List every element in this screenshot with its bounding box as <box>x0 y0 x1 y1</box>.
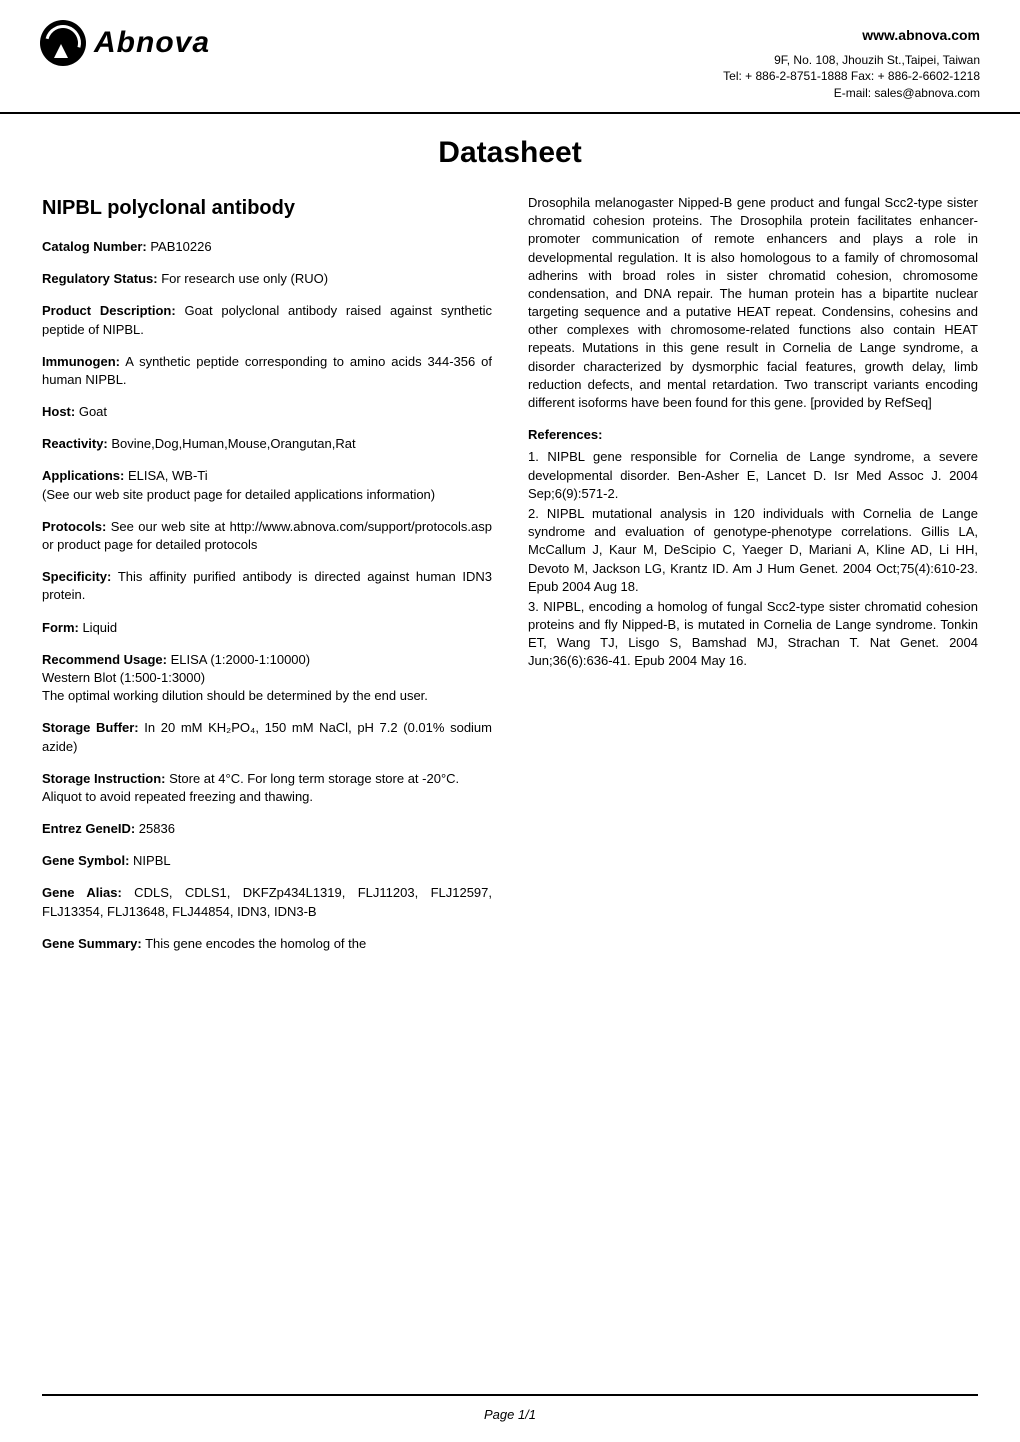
applications-field: Applications: ELISA, WB-Ti (See our web … <box>42 467 492 503</box>
host-label: Host: <box>42 404 75 419</box>
specificity-field: Specificity: This affinity purified anti… <box>42 568 492 604</box>
form-value: Liquid <box>79 620 117 635</box>
summary-value: This gene encodes the homolog of the <box>142 936 367 951</box>
immunogen-label: Immunogen: <box>42 354 120 369</box>
regulatory-label: Regulatory Status: <box>42 271 158 286</box>
summary-field: Gene Summary: This gene encodes the homo… <box>42 935 492 953</box>
form-label: Form: <box>42 620 79 635</box>
applications-note: (See our web site product page for detai… <box>42 486 492 504</box>
references-label: References: <box>528 427 602 442</box>
page-title: Datasheet <box>0 132 1020 174</box>
reactivity-value: Bovine,Dog,Human,Mouse,Orangutan,Rat <box>108 436 356 451</box>
summary-label: Gene Summary: <box>42 936 142 951</box>
reference-1: 1. NIPBL gene responsible for Cornelia d… <box>528 448 978 503</box>
reference-3: 3. NIPBL, encoding a homolog of fungal S… <box>528 598 978 671</box>
geneid-label: Entrez GeneID: <box>42 821 135 836</box>
website-url: www.abnova.com <box>723 26 980 46</box>
product-name: NIPBL polyclonal antibody <box>42 194 492 222</box>
host-value: Goat <box>75 404 107 419</box>
reactivity-field: Reactivity: Bovine,Dog,Human,Mouse,Orang… <box>42 435 492 453</box>
page-number: Page 1/1 <box>0 1406 1020 1424</box>
regulatory-value: For research use only (RUO) <box>158 271 329 286</box>
applications-value: ELISA, WB-Ti <box>124 468 207 483</box>
email-line: E-mail: sales@abnova.com <box>723 85 980 102</box>
protocols-value: See our web site at http://www.abnova.co… <box>42 519 492 552</box>
catalog-label: Catalog Number: <box>42 239 147 254</box>
logo: Abnova <box>40 20 210 66</box>
address-line: 9F, No. 108, Jhouzih St.,Taipei, Taiwan <box>723 52 980 69</box>
right-column: Drosophila melanogaster Nipped-B gene pr… <box>528 194 978 967</box>
description-label: Product Description: <box>42 303 176 318</box>
symbol-label: Gene Symbol: <box>42 853 129 868</box>
symbol-field: Gene Symbol: NIPBL <box>42 852 492 870</box>
protocols-label: Protocols: <box>42 519 106 534</box>
recommend-label: Recommend Usage: <box>42 652 167 667</box>
left-column: NIPBL polyclonal antibody Catalog Number… <box>42 194 492 967</box>
symbol-value: NIPBL <box>129 853 170 868</box>
catalog-field: Catalog Number: PAB10226 <box>42 238 492 256</box>
description-field: Product Description: Goat polyclonal ant… <box>42 302 492 338</box>
instruction-field: Storage Instruction: Store at 4°C. For l… <box>42 770 492 806</box>
applications-label: Applications: <box>42 468 124 483</box>
geneid-value: 25836 <box>135 821 175 836</box>
header-contact: www.abnova.com 9F, No. 108, Jhouzih St.,… <box>723 20 980 102</box>
protocols-field: Protocols: See our web site at http://ww… <box>42 518 492 554</box>
brand-name: Abnova <box>94 22 210 64</box>
references-heading: References: <box>528 426 978 444</box>
recommend-value: ELISA (1:2000-1:10000) <box>167 652 310 667</box>
instruction-value: Store at 4°C. For long term storage stor… <box>166 771 460 786</box>
title-area: Datasheet <box>0 114 1020 194</box>
summary-continuation: Drosophila melanogaster Nipped-B gene pr… <box>528 194 978 412</box>
contact-line: Tel: + 886-2-8751-1888 Fax: + 886-2-6602… <box>723 68 980 85</box>
reference-2: 2. NIPBL mutational analysis in 120 indi… <box>528 505 978 596</box>
buffer-field: Storage Buffer: In 20 mM KH₂PO₄, 150 mM … <box>42 719 492 755</box>
instruction-line2: Aliquot to avoid repeated freezing and t… <box>42 788 492 806</box>
buffer-label: Storage Buffer: <box>42 720 139 735</box>
geneid-field: Entrez GeneID: 25836 <box>42 820 492 838</box>
recommend-line3: The optimal working dilution should be d… <box>42 687 492 705</box>
form-field: Form: Liquid <box>42 619 492 637</box>
regulatory-field: Regulatory Status: For research use only… <box>42 270 492 288</box>
reactivity-label: Reactivity: <box>42 436 108 451</box>
header: Abnova www.abnova.com 9F, No. 108, Jhouz… <box>0 0 1020 114</box>
content: NIPBL polyclonal antibody Catalog Number… <box>0 194 1020 967</box>
host-field: Host: Goat <box>42 403 492 421</box>
catalog-value: PAB10226 <box>147 239 212 254</box>
recommend-line2: Western Blot (1:500-1:3000) <box>42 669 492 687</box>
recommend-field: Recommend Usage: ELISA (1:2000-1:10000) … <box>42 651 492 706</box>
alias-field: Gene Alias: CDLS, CDLS1, DKFZp434L1319, … <box>42 884 492 920</box>
instruction-label: Storage Instruction: <box>42 771 166 786</box>
footer-rule <box>42 1394 978 1396</box>
alias-label: Gene Alias: <box>42 885 122 900</box>
specificity-label: Specificity: <box>42 569 111 584</box>
brand-icon <box>40 20 86 66</box>
immunogen-field: Immunogen: A synthetic peptide correspon… <box>42 353 492 389</box>
